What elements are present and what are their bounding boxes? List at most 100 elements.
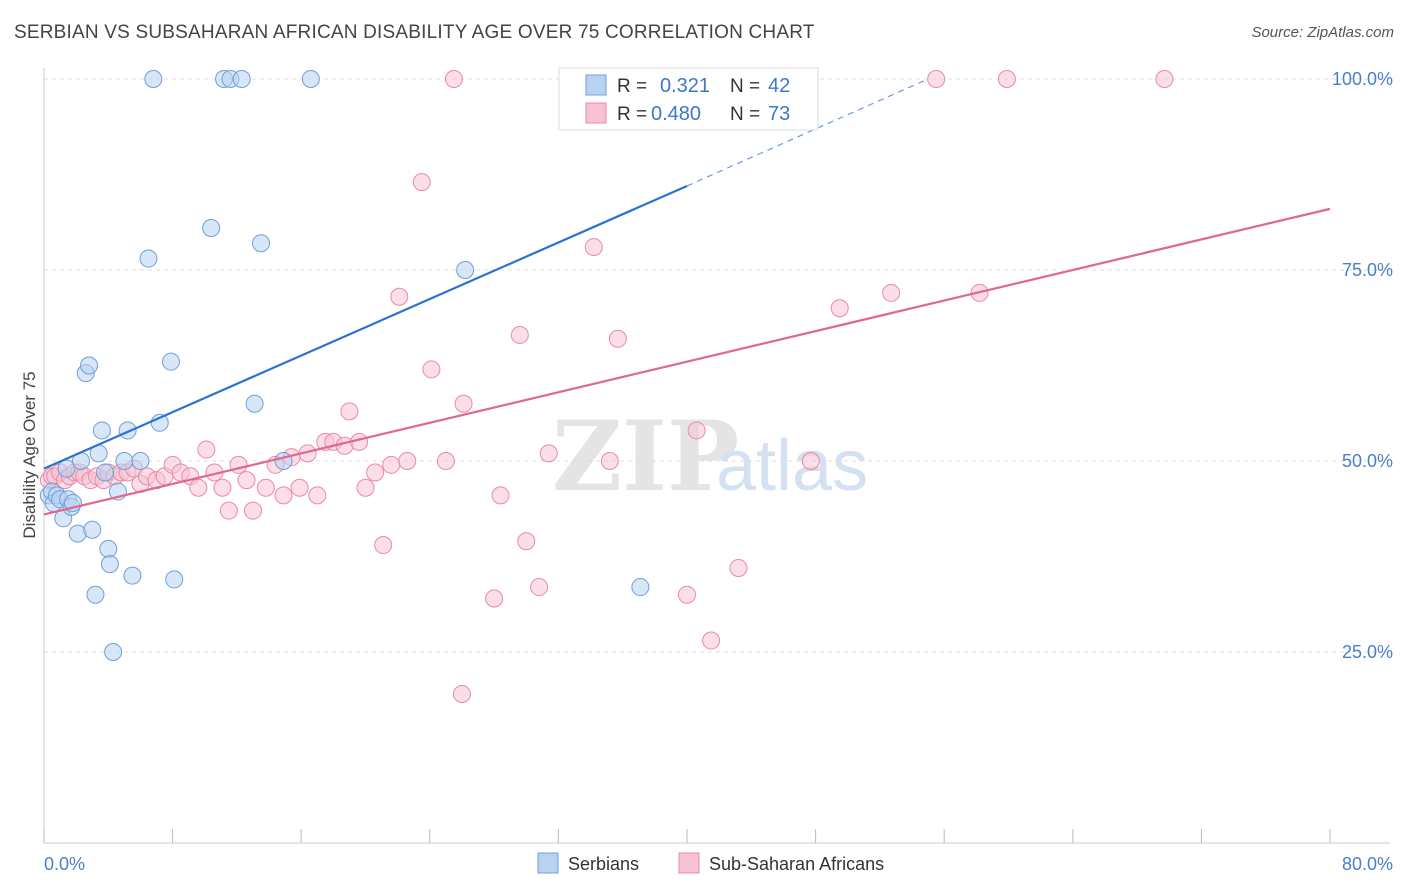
- trend-line-serbians: [43, 184, 688, 470]
- data-point-africans: [997, 70, 1016, 88]
- data-point-africans: [729, 558, 748, 577]
- legend-top: R = 0.321 N = 42 R = 0.480 N = 73: [558, 67, 819, 131]
- data-point-serbians: [232, 70, 251, 88]
- legend-bottom: Serbians Sub-Saharan Africans: [537, 852, 884, 874]
- legend-bottom-swatch-africans: [678, 852, 700, 874]
- legend-r-label: R =: [617, 76, 647, 97]
- data-point-africans: [356, 478, 375, 497]
- x-tick-labels: 0.0% 80.0%: [44, 854, 1393, 874]
- data-point-africans: [801, 452, 820, 470]
- data-point-africans: [219, 501, 238, 520]
- data-point-africans: [687, 421, 706, 440]
- data-point-africans: [491, 486, 510, 505]
- y-axis-title: Disability Age Over 75: [20, 371, 39, 538]
- x-tick-label: 0.0%: [44, 854, 85, 874]
- data-point-serbians: [80, 356, 99, 375]
- data-point-africans: [436, 452, 455, 470]
- data-point-africans: [256, 478, 275, 497]
- data-point-serbians: [123, 566, 142, 585]
- data-point-africans: [530, 578, 549, 597]
- data-point-africans: [274, 486, 293, 505]
- data-point-africans: [189, 478, 208, 497]
- legend-n-value: 73: [768, 103, 790, 125]
- data-point-africans: [608, 329, 627, 348]
- legend-n-value: 42: [768, 75, 790, 97]
- data-point-africans: [390, 287, 409, 306]
- chart-title: SERBIAN VS SUBSAHARAN AFRICAN DISABILITY…: [14, 22, 815, 43]
- legend-r-value: 0.321: [660, 75, 710, 97]
- data-point-serbians: [96, 463, 115, 482]
- data-point-africans: [444, 70, 463, 88]
- data-point-africans: [584, 238, 603, 257]
- data-point-serbians: [139, 249, 158, 268]
- series-africans-points: [39, 70, 1174, 704]
- trend-line-africans: [43, 207, 1331, 516]
- data-point-africans: [398, 452, 417, 470]
- y-tick-label: 75.0%: [1342, 260, 1393, 280]
- data-point-africans: [510, 325, 529, 344]
- data-point-africans: [517, 532, 536, 551]
- data-point-africans: [412, 173, 431, 192]
- watermark-zip: ZIP: [552, 400, 739, 513]
- gridlines: [44, 78, 1390, 653]
- data-point-africans: [374, 536, 393, 555]
- data-point-africans: [452, 685, 471, 704]
- data-point-serbians: [301, 70, 320, 88]
- data-point-africans: [678, 585, 696, 604]
- data-point-serbians: [99, 539, 118, 558]
- legend-swatch-serbians: [585, 74, 607, 96]
- data-point-africans: [539, 444, 558, 463]
- data-point-serbians: [202, 218, 221, 237]
- data-point-serbians: [115, 452, 134, 470]
- data-point-africans: [366, 463, 385, 482]
- data-point-serbians: [131, 452, 150, 470]
- data-point-africans: [213, 478, 232, 497]
- data-point-africans: [290, 478, 309, 497]
- y-tick-labels: 25.0% 50.0% 75.0% 100.0%: [1332, 69, 1393, 662]
- source-label: Source: ZipAtlas.com: [1251, 24, 1394, 41]
- data-point-africans: [243, 501, 262, 520]
- data-point-serbians: [57, 459, 76, 478]
- legend-r-value: 0.480: [651, 103, 701, 125]
- data-point-africans: [422, 360, 441, 379]
- y-tick-label: 25.0%: [1342, 642, 1393, 662]
- data-point-serbians: [144, 70, 163, 88]
- legend-n-label: N =: [730, 104, 760, 125]
- data-point-serbians: [245, 394, 264, 413]
- legend-bottom-africans: Sub-Saharan Africans: [709, 854, 884, 874]
- data-point-africans: [882, 283, 901, 302]
- data-point-serbians: [100, 555, 119, 574]
- trend-lines: [43, 78, 1331, 516]
- data-point-serbians: [252, 234, 271, 253]
- y-tick-label: 50.0%: [1342, 451, 1393, 471]
- data-point-serbians: [456, 261, 475, 279]
- data-point-africans: [702, 631, 721, 650]
- data-point-africans: [927, 70, 946, 88]
- data-point-serbians: [165, 570, 184, 589]
- data-point-africans: [382, 455, 401, 474]
- data-point-serbians: [161, 352, 180, 371]
- axes: [43, 68, 1390, 844]
- series-serbians-points: [39, 70, 650, 661]
- data-point-africans: [454, 394, 473, 413]
- data-point-serbians: [631, 578, 650, 597]
- watermark-atlas: atlas: [716, 426, 868, 506]
- data-point-africans: [1155, 70, 1174, 88]
- data-point-africans: [340, 402, 359, 421]
- data-point-africans: [830, 299, 849, 318]
- y-tick-label: 100.0%: [1332, 69, 1393, 89]
- data-point-africans: [600, 452, 619, 470]
- data-point-africans: [485, 589, 504, 608]
- data-point-serbians: [86, 585, 105, 604]
- data-point-serbians: [83, 520, 102, 539]
- data-point-serbians: [92, 421, 111, 440]
- x-tick-label: 80.0%: [1342, 854, 1393, 874]
- data-point-serbians: [104, 643, 123, 661]
- legend-n-label: N =: [730, 76, 760, 97]
- data-point-africans: [237, 471, 256, 490]
- data-point-africans: [197, 440, 216, 459]
- legend-r-label: R =: [617, 104, 647, 125]
- legend-bottom-serbians: Serbians: [568, 854, 639, 874]
- legend-bottom-swatch-serbians: [537, 852, 559, 874]
